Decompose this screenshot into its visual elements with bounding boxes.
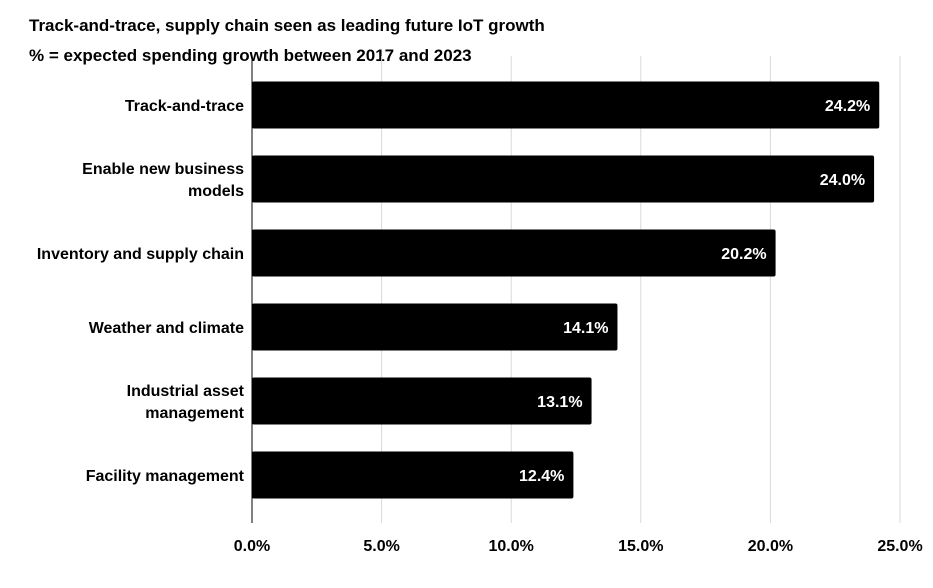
bar [252,155,875,203]
x-tick-label: 10.0% [489,538,534,555]
category-label: Industrial asset [127,383,245,400]
data-label: 12.4% [519,468,564,485]
category-label: Track-and-trace [125,98,244,115]
category-label: Facility management [86,468,245,485]
chart-title: Track-and-trace, supply chain seen as le… [29,16,545,35]
category-label: Inventory and supply chain [37,246,244,263]
category-label: Enable new business [82,161,244,178]
category-labels: Track-and-trace Enable new business models… [37,98,245,485]
x-tick-label: 0.0% [234,538,270,555]
bar [252,81,880,129]
data-label: 13.1% [537,394,582,411]
data-label: 24.0% [820,172,865,189]
x-tick-label: 20.0% [748,538,793,555]
category-label: Weather and climate [89,320,244,337]
gridlines [251,56,901,523]
category-label: management [145,405,244,422]
x-tick-label: 15.0% [618,538,663,555]
bar [252,303,618,351]
x-tick-labels: 0.0% 5.0% 10.0% 15.0% 20.0% 25.0% [234,538,923,555]
bar [252,377,592,425]
x-tick-label: 5.0% [363,538,399,555]
x-tick-label: 25.0% [877,538,922,555]
chart-subtitle: % = expected spending growth between 201… [29,46,472,65]
data-label: 24.2% [825,98,870,115]
bars: 24.2% 24.0% 20.2% 14.1% 13.1% 12.4% [252,81,880,499]
category-label: models [188,183,244,200]
data-label: 20.2% [721,246,766,263]
bar [252,229,776,277]
data-label: 14.1% [563,320,608,337]
bar [252,451,574,499]
